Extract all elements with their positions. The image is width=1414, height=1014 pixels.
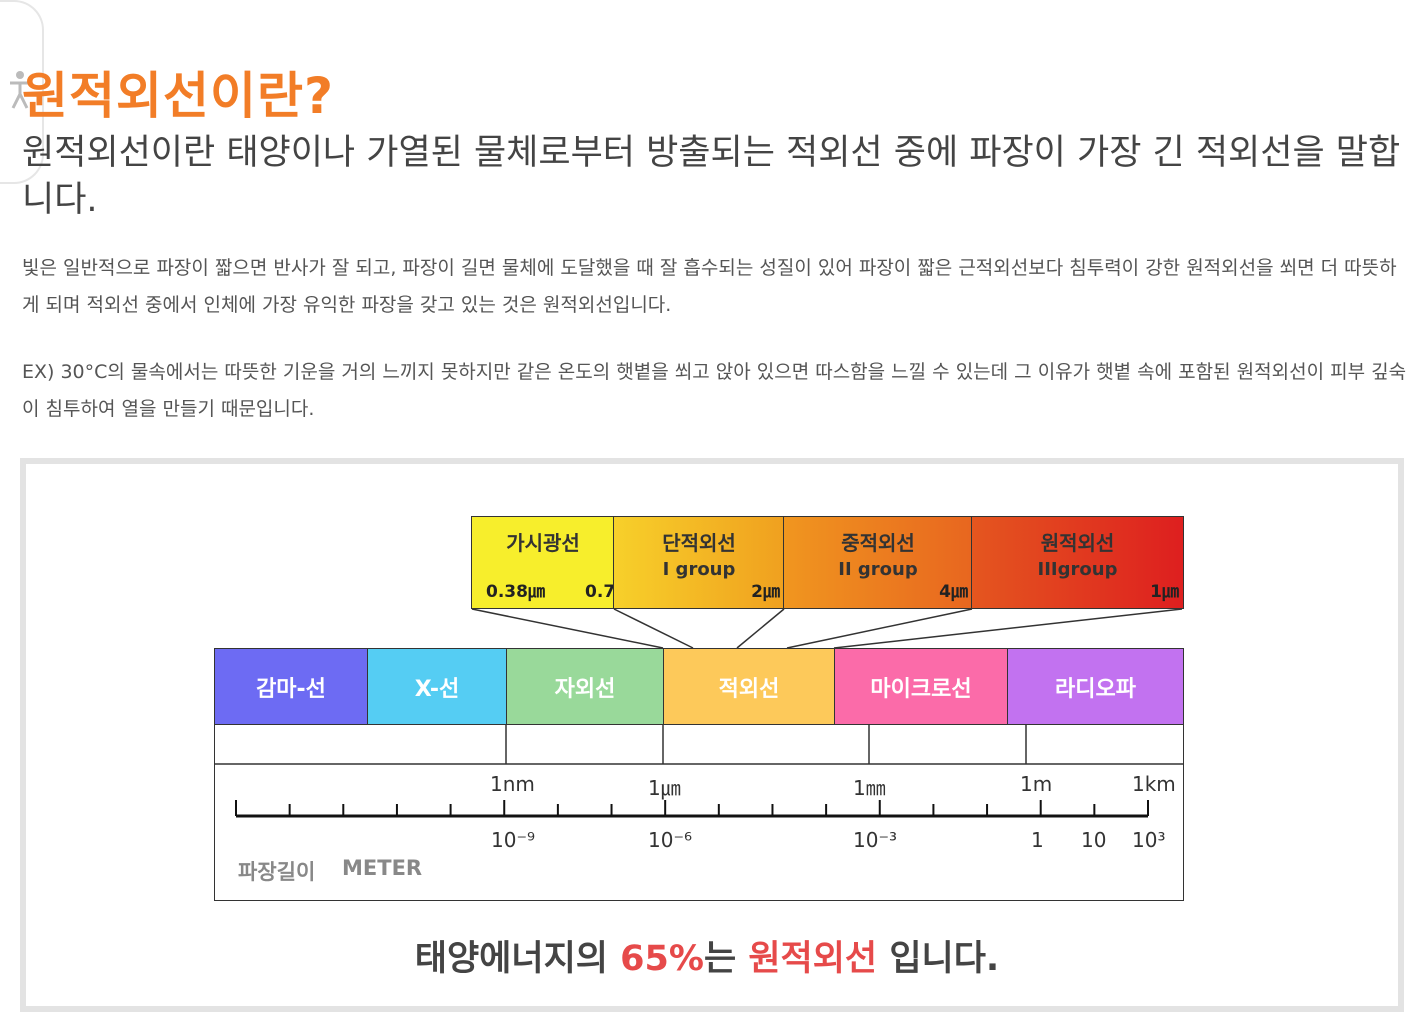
axis-unit: METER: [342, 856, 423, 880]
spectrum-radio: 라디오파: [1007, 648, 1184, 725]
scale-lower-label: 1: [1031, 828, 1044, 852]
wavelength-label: 4㎛: [939, 582, 968, 602]
axis-title: 파장길이: [238, 860, 316, 884]
wavelength-label: 1㎛: [1150, 582, 1179, 602]
scale-upper-label: 1km: [1132, 772, 1176, 796]
page-title: 원적외선이란?: [22, 67, 335, 125]
band-label: 중적외선: [841, 531, 915, 555]
scale-upper-label: 1㎜: [853, 776, 886, 800]
band-group: I group: [662, 559, 736, 580]
wavelength-scale: [214, 724, 1184, 901]
band-near-ir: 단적외선 I group 2㎛: [613, 516, 785, 609]
spectrum-xray: X-선: [367, 648, 507, 725]
scale-upper-label: 1nm: [490, 772, 535, 796]
wavelength-label: 0.38㎛: [486, 582, 545, 602]
spectrum-gamma: 감마-선: [214, 648, 368, 725]
band-label: 단적외선: [662, 531, 736, 555]
scale-lower-label: 10³: [1132, 828, 1166, 852]
scale-lower-label: 10⁻⁶: [648, 828, 693, 852]
band-group: IIIgroup: [1037, 559, 1118, 580]
scale-upper-label: 1㎛: [648, 776, 681, 800]
band-group: II group: [838, 559, 918, 580]
scale-lower-label: 10: [1081, 828, 1107, 852]
caption-middle: 는: [703, 939, 749, 979]
caption-suffix: 입니다.: [877, 939, 1000, 979]
band-label: 가시광선: [506, 531, 580, 555]
band-visible: 가시광선 0.38㎛ 0.78㎛: [471, 516, 644, 609]
band-label: 원적외선: [1040, 531, 1115, 555]
body-paragraph-2: EX) 30°C의 물속에서는 따뜻한 기운을 거의 느끼지 못하지만 같은 온…: [22, 361, 1407, 420]
scale-lower-label: 10⁻³: [853, 828, 898, 852]
wavelength-label: 2㎛: [751, 582, 780, 602]
side-panel-tab[interactable]: [0, 0, 44, 184]
caption-percent: 65%: [620, 939, 704, 979]
spectrum-microwave: 마이크로선: [834, 648, 1008, 725]
body-paragraph-1: 빛은 일반적으로 파장이 짧으면 반사가 잘 되고, 파장이 길면 물체에 도달…: [22, 257, 1397, 316]
caption-prefix: 태양에너지의: [414, 939, 621, 979]
caption-highlight: 원적외선: [748, 939, 878, 979]
spectrum-infrared: 적외선: [663, 648, 835, 725]
band-mid-ir: 중적외선 II group 4㎛: [783, 516, 973, 609]
accessibility-icon[interactable]: [8, 70, 32, 110]
scale-upper-label: 1m: [1020, 772, 1053, 796]
scale-lower-label: 10⁻⁹: [491, 828, 536, 852]
figure-caption: 태양에너지의 65%는 원적외선 입니다.: [0, 930, 1414, 981]
band-far-ir: 원적외선 IIIgroup 1㎛: [971, 516, 1184, 609]
spectrum-uv: 자외선: [506, 648, 664, 725]
lead-text: 원적외선이란 태양이나 가열된 물체로부터 방출되는 적외선 중에 파장이 가장…: [22, 133, 1401, 220]
